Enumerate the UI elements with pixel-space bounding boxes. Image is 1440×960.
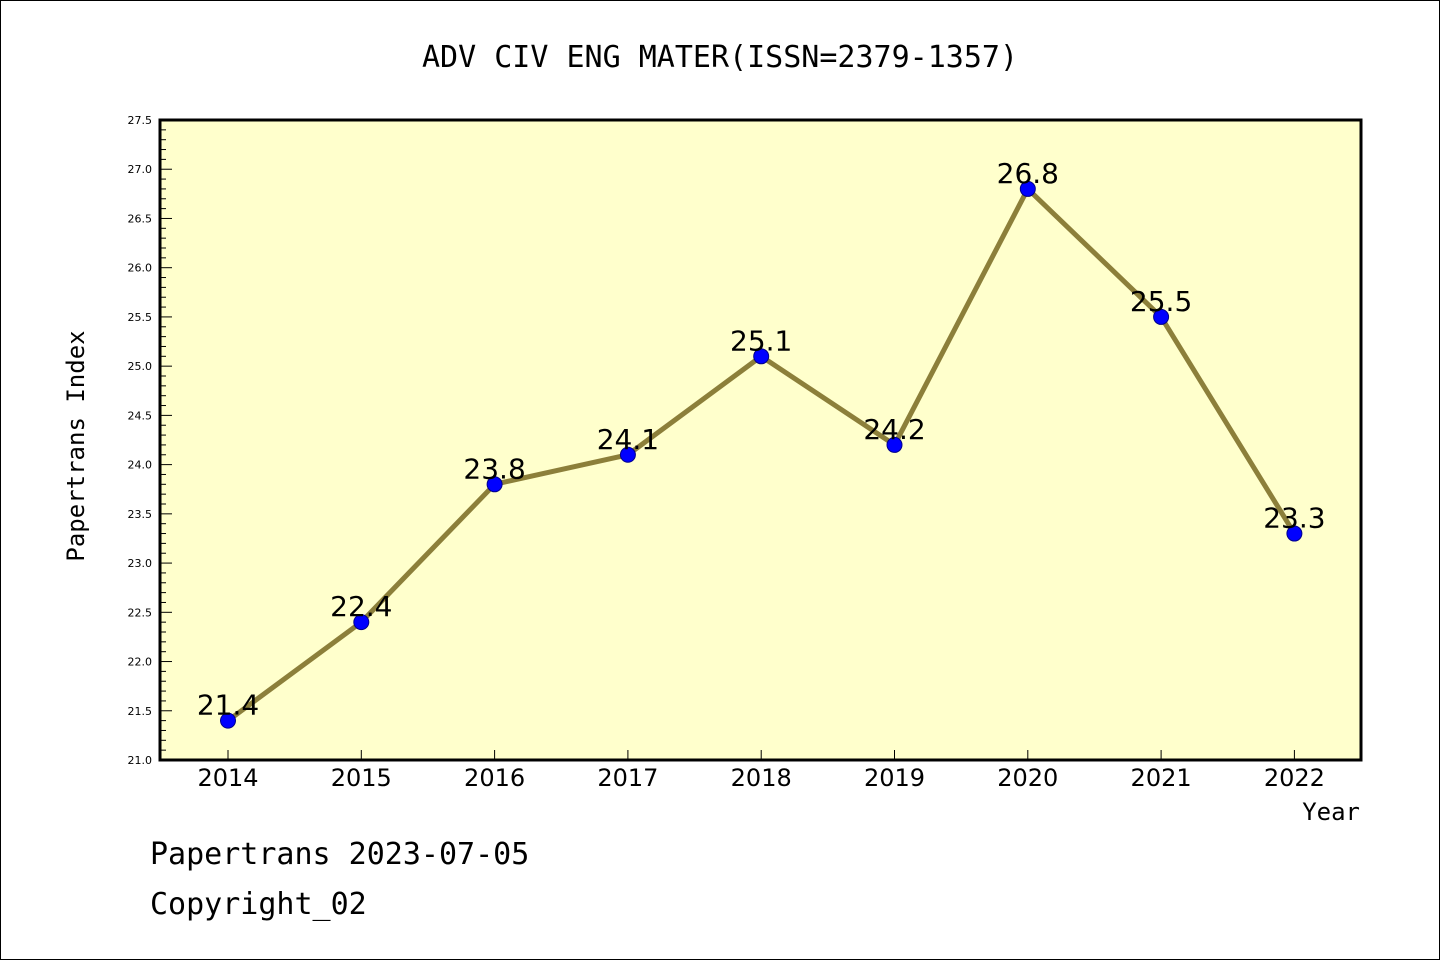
y-tick-label: 25.0 <box>128 360 153 373</box>
y-tick-label: 22.5 <box>128 606 153 619</box>
data-point <box>220 712 236 729</box>
plot-area <box>158 118 1363 762</box>
x-axis-label: Year <box>1302 798 1360 826</box>
data-point <box>1019 180 1036 197</box>
data-point <box>1153 308 1170 325</box>
data-label: 25.5 <box>1130 285 1192 318</box>
footer-date: Papertrans 2023-07-05 <box>150 837 529 872</box>
x-tick-label: 2019 <box>864 764 925 792</box>
data-label: 25.1 <box>730 324 792 357</box>
y-tick-label: 27.5 <box>128 114 153 127</box>
x-tick-label: 2022 <box>1264 764 1325 792</box>
y-tick-label: 21.5 <box>128 705 153 718</box>
y-axis-ticks: 21.0 21.5 22.0 22.5 23.0 23.5 24.0 24.5 25.0 25.5… <box>128 114 172 767</box>
x-tick-label: 2014 <box>197 764 258 792</box>
y-tick-label: 25.5 <box>128 311 153 324</box>
footer-copyright: Copyright_02 <box>150 887 367 922</box>
x-tick-label: 2017 <box>597 764 658 792</box>
data-label: 24.1 <box>597 423 659 456</box>
y-tick-label: 27.0 <box>128 163 153 176</box>
y-tick-label: 23.0 <box>128 557 153 570</box>
y-axis-label: Papertrans Index <box>62 330 90 561</box>
x-tick-label: 2020 <box>997 764 1058 792</box>
data-point <box>486 476 503 493</box>
y-tick-label: 21.0 <box>128 754 153 767</box>
y-tick-label: 22.0 <box>128 656 153 669</box>
y-tick-label: 26.0 <box>128 262 153 275</box>
data-point <box>1286 525 1303 542</box>
y-minor-ticks <box>160 129 166 751</box>
chart-title: ADV CIV ENG MATER(ISSN=2379-1357) <box>422 40 1018 75</box>
data-point <box>353 614 370 631</box>
data-label: 24.2 <box>863 413 925 446</box>
x-axis-ticks: 2014 2015 2016 2017 2018 2019 2020 2021 2022 <box>197 750 1325 792</box>
data-labels: 21.4 22.4 23.8 24.1 25.1 24.2 26.8 25.5 23.3 <box>197 157 1326 722</box>
data-label: 23.3 <box>1263 502 1325 535</box>
y-tick-label: 24.0 <box>128 459 153 472</box>
y-tick-label: 23.5 <box>128 508 153 521</box>
x-tick-label: 2016 <box>464 764 525 792</box>
x-tick-label: 2015 <box>331 764 392 792</box>
data-label: 22.4 <box>330 590 392 623</box>
x-tick-label: 2018 <box>731 764 792 792</box>
data-label: 21.4 <box>197 689 259 722</box>
data-label: 26.8 <box>997 157 1059 190</box>
data-point <box>886 436 903 453</box>
data-point <box>753 348 770 365</box>
x-tick-label: 2021 <box>1131 764 1192 792</box>
y-tick-label: 24.5 <box>128 409 153 422</box>
data-markers <box>220 180 1303 729</box>
y-tick-label: 26.5 <box>128 212 153 225</box>
data-label: 23.8 <box>463 452 525 485</box>
data-point <box>619 446 636 463</box>
